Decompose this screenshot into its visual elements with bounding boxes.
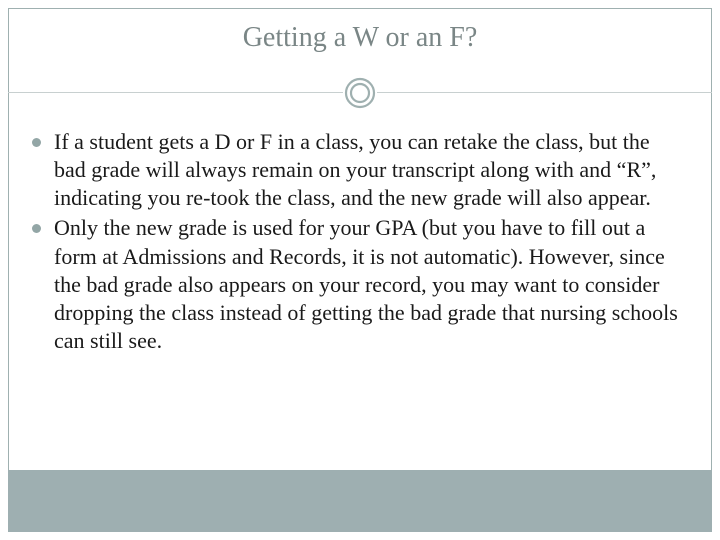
bullet-icon: [32, 224, 41, 233]
bullet-icon: [32, 138, 41, 147]
slide-title: Getting a W or an F?: [0, 22, 720, 54]
content-region: If a student gets a D or F in a class, y…: [28, 128, 680, 357]
list-item: If a student gets a D or F in a class, y…: [28, 128, 680, 212]
bullet-text: If a student gets a D or F in a class, y…: [54, 129, 656, 210]
bottom-band: [8, 470, 712, 532]
bullet-list: If a student gets a D or F in a class, y…: [28, 128, 680, 355]
circle-ornament-icon: [343, 76, 377, 110]
bullet-text: Only the new grade is used for your GPA …: [54, 215, 678, 353]
slide: Getting a W or an F? If a student gets a…: [0, 0, 720, 540]
title-region: Getting a W or an F?: [0, 22, 720, 54]
list-item: Only the new grade is used for your GPA …: [28, 214, 680, 355]
